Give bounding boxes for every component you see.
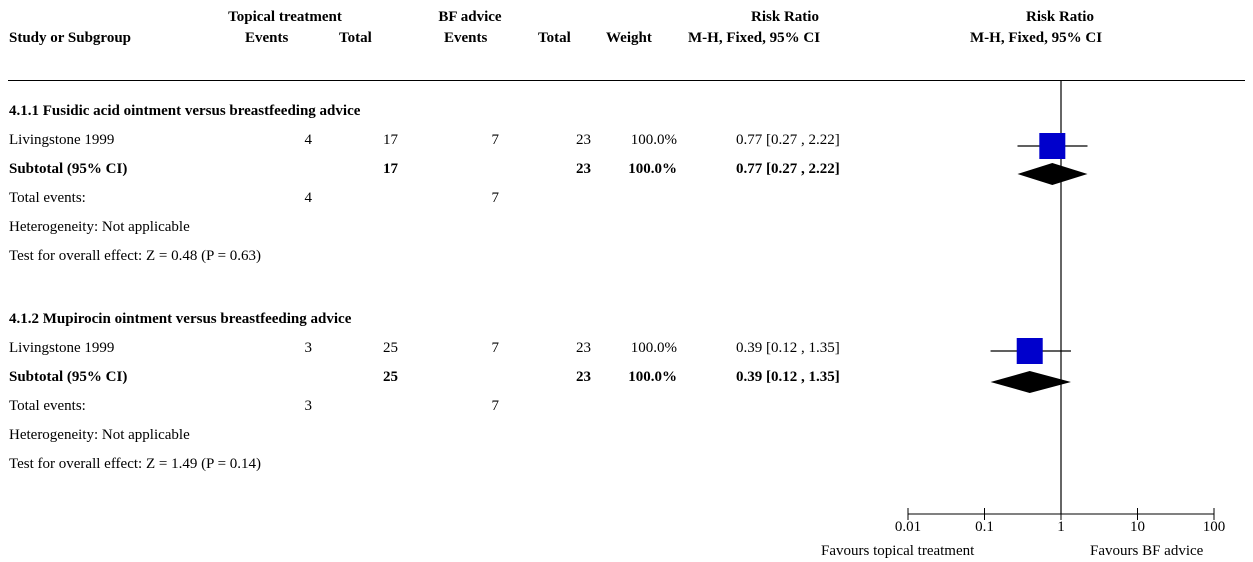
subgroup2-study-name: Livingstone 1999: [9, 340, 115, 356]
x-tick-label: 0.1: [975, 519, 994, 535]
subgroup2-study-events2: 7: [491, 340, 500, 356]
subgroup2-overall-effect: Test for overall effect: Z = 1.49 (P = 0…: [9, 456, 262, 472]
subgroup2-study-ci: 0.39 [0.12 , 1.35]: [736, 340, 840, 356]
subgroup1-total-events1: 4: [304, 190, 313, 206]
subgroup1-title: 4.1.1 Fusidic acid ointment versus breas…: [9, 103, 361, 119]
col-total1-header: Total: [339, 30, 372, 46]
subgroup2-subtotal-total1: 25: [383, 369, 398, 385]
subgroup1-study-total1: 17: [383, 132, 398, 148]
col-weight-header: Weight: [606, 30, 652, 46]
subgroup1-heterogeneity: Heterogeneity: Not applicable: [9, 219, 190, 235]
group2-header: BF advice: [438, 9, 502, 25]
subgroup2-total-events2: 7: [491, 398, 500, 414]
group1-header: Topical treatment: [228, 9, 342, 25]
subtotal-diamond: [990, 371, 1071, 393]
x-tick-label: 100: [1202, 519, 1226, 535]
subgroup1-subtotal-total2: 23: [576, 161, 591, 177]
subgroup2-heterogeneity: Heterogeneity: Not applicable: [9, 427, 190, 443]
subgroup2-subtotal-ci: 0.39 [0.12 , 1.35]: [736, 369, 840, 385]
subgroup2-subtotal-label: Subtotal (95% CI): [9, 369, 128, 385]
subgroup2-subtotal-total2: 23: [576, 369, 591, 385]
subtotal-diamond: [1017, 163, 1088, 185]
col-method-header-right: M-H, Fixed, 95% CI: [970, 30, 1103, 46]
subgroup2-title: 4.1.2 Mupirocin ointment versus breastfe…: [9, 311, 352, 327]
risk-ratio-header-right: Risk Ratio: [1026, 9, 1094, 25]
subgroup1-total-events2: 7: [491, 190, 500, 206]
risk-ratio-header-left: Risk Ratio: [751, 9, 819, 25]
subgroup2-subtotal-weight: 100.0%: [628, 369, 677, 385]
col-study-header: Study or Subgroup: [9, 30, 132, 46]
col-total2-header: Total: [538, 30, 571, 46]
subgroup1-study-events1: 4: [304, 132, 313, 148]
subgroup1-subtotal-total1: 17: [383, 161, 398, 177]
subgroup2-total-events1: 3: [304, 398, 313, 414]
subgroup1-study-total2: 23: [576, 132, 591, 148]
subgroup1-overall-effect: Test for overall effect: Z = 0.48 (P = 0…: [9, 248, 262, 264]
subgroup1-study-events2: 7: [491, 132, 500, 148]
favours-left-label: Favours topical treatment: [821, 543, 975, 559]
subgroup1-study-name: Livingstone 1999: [9, 132, 115, 148]
subgroup1-subtotal-ci: 0.77 [0.27 , 2.22]: [736, 161, 840, 177]
col-events2-header: Events: [444, 30, 488, 46]
subgroup1-total-events-label: Total events:: [9, 190, 86, 206]
col-method-header-left: M-H, Fixed, 95% CI: [688, 30, 821, 46]
subgroup1-study-weight: 100.0%: [630, 132, 677, 148]
study-effect-square: [1016, 338, 1043, 364]
x-tick-label: 0.01: [894, 519, 922, 535]
subgroup2-study-total1: 25: [383, 340, 398, 356]
subgroup2-study-events1: 3: [304, 340, 313, 356]
x-tick-label: 1: [1057, 519, 1065, 535]
col-events1-header: Events: [245, 30, 289, 46]
subgroup2-study-total2: 23: [576, 340, 591, 356]
favours-right-label: Favours BF advice: [1090, 543, 1204, 559]
subgroup1-subtotal-label: Subtotal (95% CI): [9, 161, 128, 177]
subgroup2-study-weight: 100.0%: [630, 340, 677, 356]
x-tick-label: 10: [1130, 519, 1145, 535]
subgroup1-study-ci: 0.77 [0.27 , 2.22]: [736, 132, 840, 148]
subgroup2-total-events-label: Total events:: [9, 398, 86, 414]
subgroup1-subtotal-weight: 100.0%: [628, 161, 677, 177]
header-rule: [8, 80, 1245, 81]
study-effect-square: [1039, 133, 1066, 159]
